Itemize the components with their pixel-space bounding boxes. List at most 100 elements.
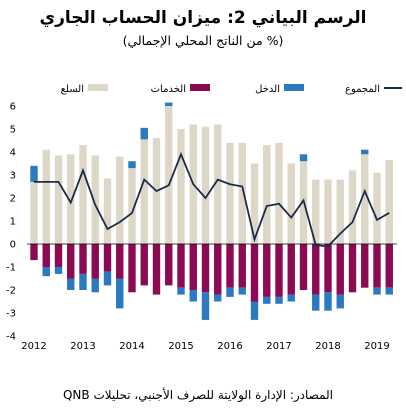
bar-goods [361, 154, 369, 244]
x-tick-label: 2015 [168, 341, 193, 352]
bar-goods [30, 181, 38, 244]
bar-goods [250, 163, 259, 244]
y-tick-label: 6 [10, 102, 16, 113]
legend-label-3: المجموع [345, 84, 380, 95]
bar-services [238, 244, 246, 288]
bar-services [177, 244, 185, 288]
bar-goods [103, 178, 112, 244]
bar-income [361, 149, 369, 155]
x-tick-label: 2016 [217, 341, 242, 352]
bar-income [140, 127, 148, 140]
bar-goods [336, 179, 344, 244]
bar-services [30, 244, 38, 261]
bar-services [91, 244, 99, 279]
bar-income [54, 267, 63, 274]
bar-services [299, 244, 308, 290]
bar-goods [177, 129, 185, 244]
y-tick-label: 3 [10, 171, 16, 182]
bar-income [177, 287, 185, 295]
bar-income [238, 287, 246, 295]
bar-goods [128, 168, 136, 244]
y-tick-label: 0 [10, 240, 16, 251]
bar-goods [91, 155, 99, 244]
bar-goods [373, 172, 381, 244]
bar-services [263, 244, 271, 297]
bar-income [165, 102, 173, 106]
x-tick-label: 2019 [364, 341, 389, 352]
bar-goods [67, 154, 75, 244]
bar-income [373, 287, 381, 295]
bar-services [214, 244, 222, 295]
bar-services [385, 244, 393, 288]
bar-income [103, 271, 112, 286]
x-tick-label: 2012 [21, 341, 46, 352]
bar-goods [140, 139, 148, 244]
bar-income [263, 296, 271, 304]
legend-swatch-2 [284, 84, 304, 91]
legend-label-1: الخدمات [151, 84, 186, 95]
bar-services [116, 244, 124, 279]
bar-income [30, 165, 38, 182]
bar-goods [275, 142, 283, 244]
bar-income [299, 154, 308, 162]
bar-goods [312, 179, 320, 244]
bar-income [189, 290, 197, 302]
bar-services [165, 244, 173, 286]
bar-services [103, 244, 112, 272]
bar-goods [79, 145, 87, 244]
bar-services [336, 244, 344, 295]
bar-services [42, 244, 50, 267]
bar-goods [324, 179, 332, 244]
bar-income [336, 294, 344, 309]
bar-income [312, 294, 320, 311]
legend-label-0: السلع [61, 84, 84, 95]
bar-income [287, 294, 295, 302]
bar-services [275, 244, 283, 297]
y-tick-label: 2 [10, 194, 16, 205]
bar-goods [42, 149, 50, 244]
y-tick-label: 1 [10, 217, 16, 228]
y-tick-label: 5 [10, 125, 16, 136]
bar-services [140, 244, 148, 286]
bar-income [324, 292, 332, 311]
bar-income [201, 292, 210, 320]
bar-income [91, 278, 99, 293]
bar-goods [263, 145, 271, 244]
bar-goods [201, 126, 210, 244]
bar-income [67, 278, 75, 290]
x-tick-label: 2017 [266, 341, 291, 352]
bar-goods [214, 124, 222, 244]
bar-services [373, 244, 381, 288]
bar-goods [165, 106, 173, 244]
bar-services [312, 244, 320, 295]
bar-income [42, 267, 50, 277]
bar-goods [385, 160, 393, 244]
bar-income [128, 161, 136, 169]
bar-services [250, 244, 259, 302]
legend-label-2: الدخل [255, 84, 280, 95]
bar-income [385, 287, 393, 295]
y-tick-label: -3 [6, 309, 16, 320]
bar-services [324, 244, 332, 293]
bar-income [214, 294, 222, 302]
bar-services [189, 244, 197, 290]
bar-services [128, 244, 136, 293]
bar-services [226, 244, 234, 288]
bar-services [348, 244, 357, 293]
bar-goods [238, 142, 246, 244]
bar-goods [287, 163, 295, 244]
x-tick-label: 2014 [119, 341, 144, 352]
bar-services [79, 244, 87, 274]
bar-services [287, 244, 295, 295]
chart-title: الرسم البياني 2: ميزان الحساب الجاري [39, 8, 367, 28]
x-tick-label: 2018 [315, 341, 340, 352]
bar-goods [116, 156, 124, 244]
bar-income [226, 287, 234, 297]
y-tick-label: -4 [6, 332, 16, 343]
bar-goods [54, 155, 63, 244]
y-tick-label: -1 [6, 263, 16, 274]
bar-income [79, 273, 87, 290]
legend-swatch-0 [88, 84, 108, 91]
bar-goods [226, 142, 234, 244]
